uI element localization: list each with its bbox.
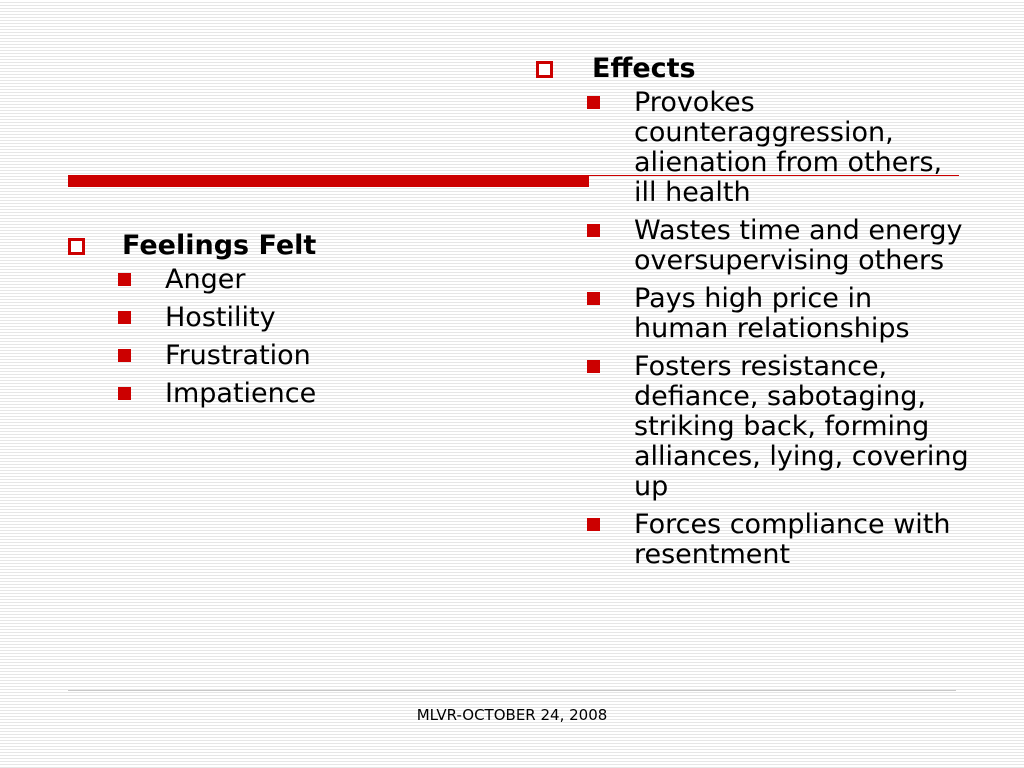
hollow-square-icon bbox=[536, 61, 553, 78]
list-item: Fosters resistance, defiance, sabotaging… bbox=[530, 352, 970, 502]
title-accent-bar bbox=[68, 175, 589, 187]
filled-square-icon bbox=[118, 273, 131, 286]
list-item-text: Wastes time and energy oversupervising o… bbox=[634, 215, 963, 276]
list-item-text: Frustration bbox=[165, 340, 311, 371]
filled-square-icon bbox=[587, 292, 600, 305]
footer-date: MLVR-OCTOBER 24, 2008 bbox=[416, 706, 608, 724]
footer-divider bbox=[68, 690, 956, 691]
list-item: Wastes time and energy oversupervising o… bbox=[530, 216, 970, 276]
filled-square-icon bbox=[587, 96, 600, 109]
feelings-heading-row: Feelings Felt bbox=[62, 229, 382, 262]
filled-square-icon bbox=[118, 311, 131, 324]
filled-square-icon bbox=[587, 224, 600, 237]
list-item-text: Anger bbox=[165, 264, 246, 295]
effects-heading-row: Effects bbox=[530, 52, 970, 85]
list-item: Hostility bbox=[62, 303, 382, 333]
filled-square-icon bbox=[118, 387, 131, 400]
list-item-text: Fosters resistance, defiance, sabotaging… bbox=[634, 351, 969, 502]
list-item: Pays high price in human relationships bbox=[530, 284, 970, 344]
list-item-text: Provokes counteraggression, alienation f… bbox=[634, 87, 943, 208]
list-item-text: Impatience bbox=[165, 378, 317, 409]
list-item-text: Hostility bbox=[165, 302, 276, 333]
list-item-text: Pays high price in human relationships bbox=[634, 283, 910, 344]
list-item: Anger bbox=[62, 265, 382, 295]
list-item: Frustration bbox=[62, 341, 382, 371]
list-item: Impatience bbox=[62, 379, 382, 409]
filled-square-icon bbox=[587, 360, 600, 373]
right-column: Effects Provokes counteraggression, alie… bbox=[530, 52, 970, 578]
title-accent-rule bbox=[589, 175, 959, 176]
feelings-heading: Feelings Felt bbox=[122, 230, 317, 261]
hollow-square-icon bbox=[68, 238, 85, 255]
feelings-list: Anger Hostility Frustration Impatience bbox=[62, 265, 382, 409]
list-item: Forces compliance with resentment bbox=[530, 510, 970, 570]
left-column: Feelings Felt Anger Hostility Frustratio… bbox=[62, 229, 382, 417]
list-item: Provokes counteraggression, alienation f… bbox=[530, 88, 970, 208]
effects-list: Provokes counteraggression, alienation f… bbox=[530, 88, 970, 570]
filled-square-icon bbox=[587, 518, 600, 531]
list-item-text: Forces compliance with resentment bbox=[634, 509, 951, 570]
effects-heading: Effects bbox=[592, 53, 696, 84]
filled-square-icon bbox=[118, 349, 131, 362]
